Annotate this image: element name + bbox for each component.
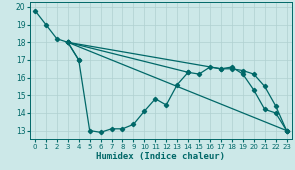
X-axis label: Humidex (Indice chaleur): Humidex (Indice chaleur)	[96, 152, 225, 161]
